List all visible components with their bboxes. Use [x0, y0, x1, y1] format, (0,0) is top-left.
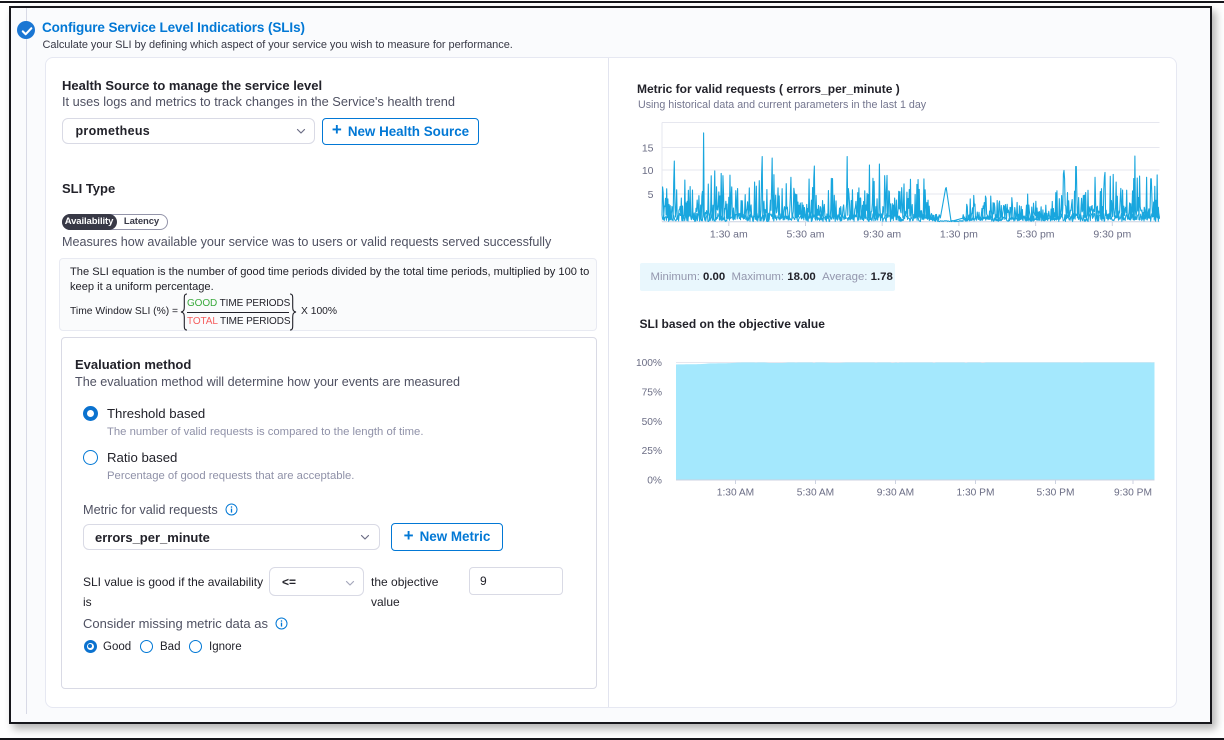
svg-text:1:30 AM: 1:30 AM [717, 488, 754, 499]
svg-text:5:30 AM: 5:30 AM [797, 488, 834, 499]
svg-text:9:30 PM: 9:30 PM [1114, 488, 1152, 499]
svg-text:9:30 am: 9:30 am [863, 229, 901, 241]
svg-text:15: 15 [642, 143, 654, 155]
svg-text:75%: 75% [642, 387, 662, 398]
svg-text:5: 5 [648, 189, 654, 201]
svg-text:1:30 am: 1:30 am [710, 229, 748, 241]
svg-text:9:30 pm: 9:30 pm [1093, 229, 1131, 241]
svg-text:9:30 AM: 9:30 AM [877, 488, 914, 499]
svg-text:10: 10 [642, 165, 654, 177]
svg-text:5:30 pm: 5:30 pm [1017, 229, 1055, 241]
svg-text:5:30 am: 5:30 am [787, 229, 825, 241]
svg-text:25%: 25% [642, 446, 662, 457]
svg-text:5:30 PM: 5:30 PM [1037, 488, 1075, 499]
svg-text:0%: 0% [647, 476, 662, 487]
svg-text:1:30 PM: 1:30 PM [957, 488, 995, 499]
svg-text:100%: 100% [636, 358, 662, 369]
svg-text:1:30 pm: 1:30 pm [940, 229, 978, 241]
svg-text:50%: 50% [642, 417, 662, 428]
